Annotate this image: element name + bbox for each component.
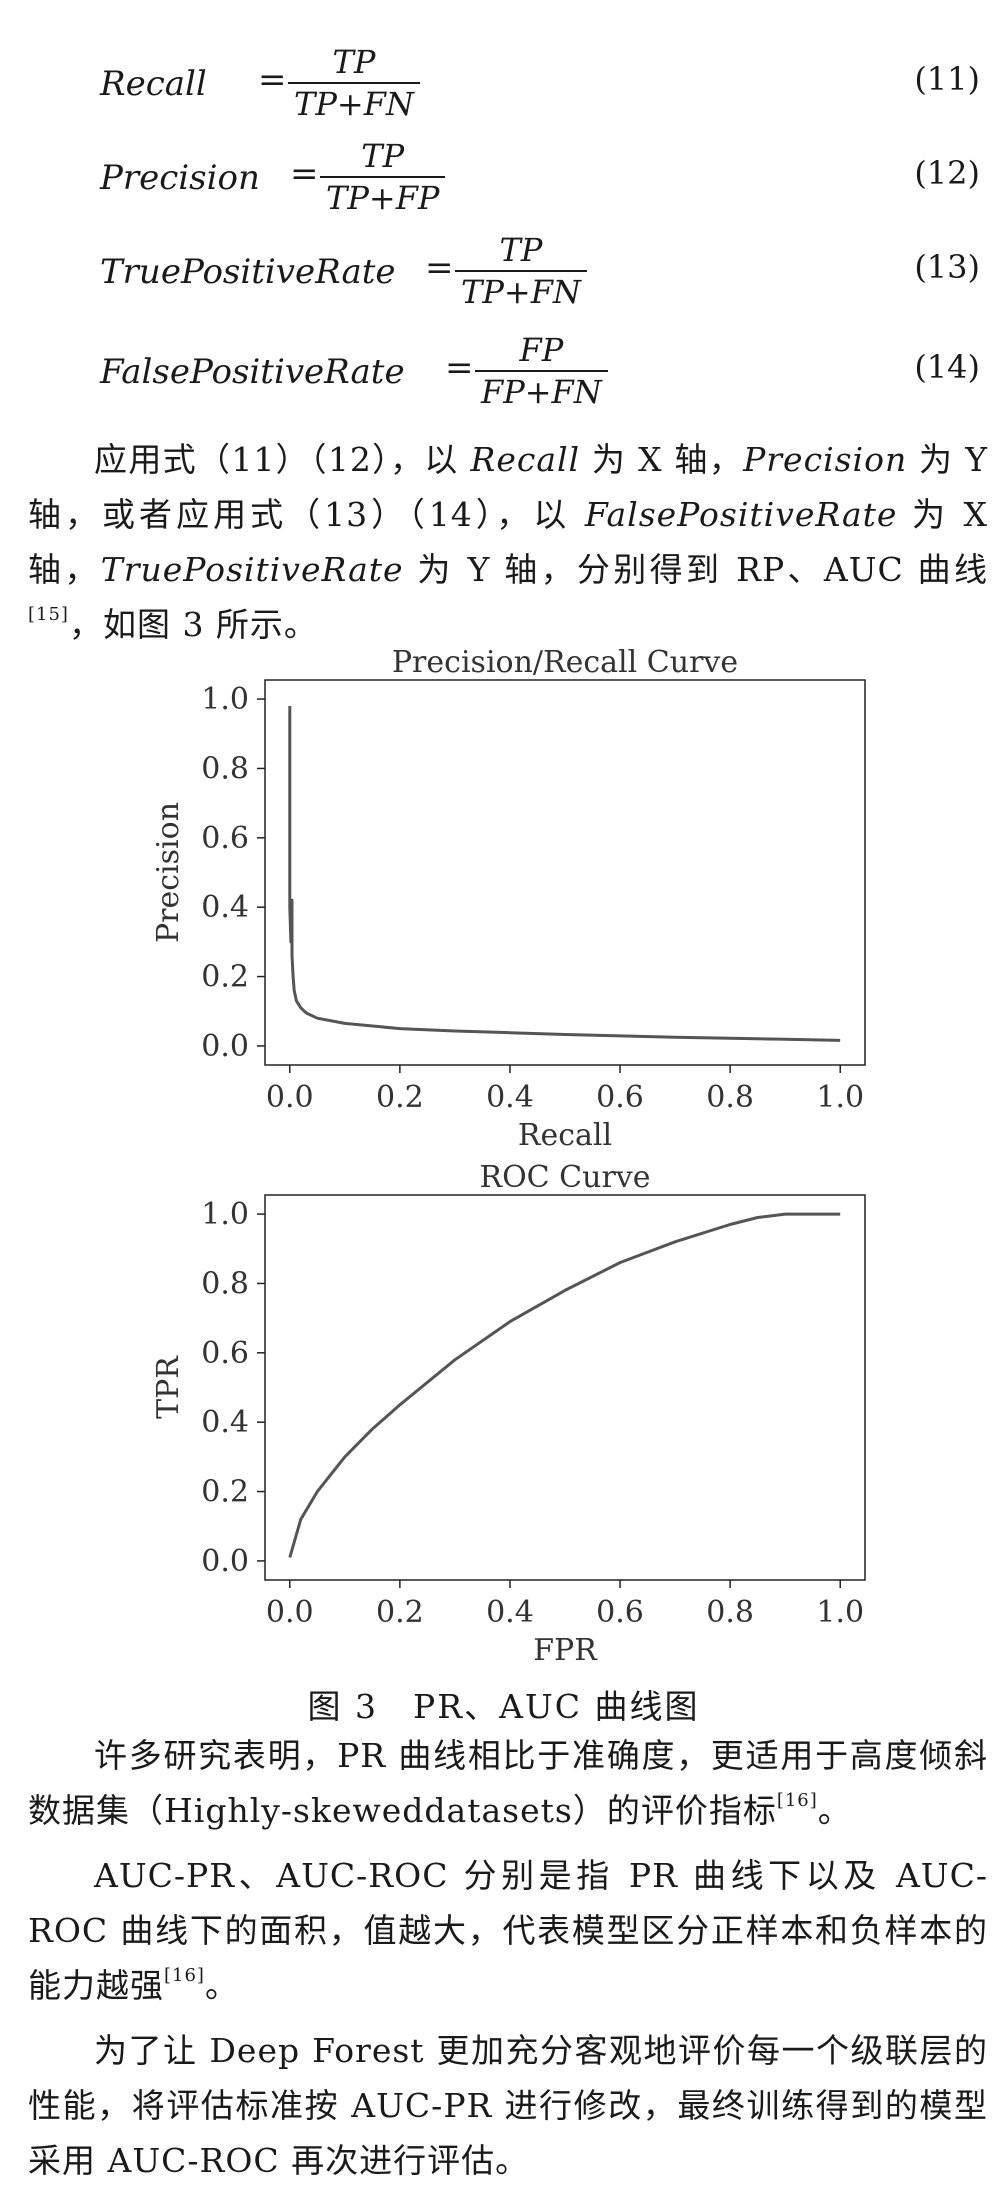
text: 为了让 Deep Forest 更加充分客观地评价每一个级联层的性能，将评估标准…	[28, 2031, 988, 2180]
x-tick-label: 0.6	[596, 1080, 644, 1115]
plot-frame	[264, 679, 866, 1066]
text: 为 X 轴，	[28, 495, 988, 589]
x-tick-label: 0.8	[706, 1595, 754, 1630]
numerator: TP	[499, 231, 543, 269]
numerator: TP	[332, 43, 376, 81]
x-tick-label: 1.0	[816, 1595, 864, 1630]
term-tpr: TruePositiveRate	[100, 550, 404, 589]
text: 为 Y 轴，或者应用式（13）（14），以	[28, 440, 988, 534]
equation-13: TruePositiveRate = TP TP+FN (13)	[100, 230, 980, 312]
chart-title: ROC Curve	[480, 1160, 651, 1195]
y-tick-label: 0.0	[201, 1029, 249, 1064]
fraction-bar	[288, 82, 420, 84]
fraction-bar	[475, 370, 608, 372]
text: 为 Y 轴，分别得到 RP、AUC 曲线	[403, 550, 988, 589]
body-paragraph-1: 应用式（11）（12），以 Recall 为 X 轴，Precision 为 Y…	[28, 432, 988, 652]
x-tick-label: 0.2	[376, 1080, 424, 1115]
figure-caption: 图 3 PR、AUC 曲线图	[307, 1687, 700, 1726]
x-axis-label: FPR	[533, 1633, 598, 1668]
roc-curve-chart: ROC Curve 0.0 0.2 0.4 0.6 0.8 1.0 0.0 0.2 0.4 0.6 0…	[151, 1160, 866, 1668]
denominator: FP+FN	[481, 373, 602, 411]
text: 应用式（11）（12），以	[94, 440, 471, 479]
x-axis-label: Recall	[518, 1118, 612, 1153]
numerator: FP	[519, 331, 564, 369]
text: 为 X 轴，	[580, 440, 744, 479]
denominator: TP+FP	[326, 179, 440, 217]
x-tick-label: 0.4	[486, 1080, 534, 1115]
equation-number: (14)	[914, 348, 980, 386]
text: 许多研究表明，PR 曲线相比于准确度，更适用于高度倾斜数据集（Highly-sk…	[28, 1736, 988, 1830]
equals-sign: =	[425, 248, 454, 288]
equation-number: (12)	[914, 154, 980, 192]
fraction: TP TP+FN	[455, 230, 587, 312]
x-tick-label: 0.0	[266, 1080, 314, 1115]
eq-lhs: Recall	[100, 64, 207, 104]
y-tick-label: 0.6	[201, 821, 249, 856]
text: 。	[817, 1791, 852, 1830]
pr-curve-figure: Precision/Recall Curve 0.0 0.2 0.4 0.6 0.8 1.0…	[0, 640, 1007, 1164]
citation-ref: [15]	[28, 604, 69, 625]
x-tick-label: 0.6	[596, 1595, 644, 1630]
equation-12: Precision = TP TP+FP (12)	[100, 136, 980, 218]
text: 。	[204, 1966, 239, 2005]
series-line	[288, 1212, 841, 1558]
y-tick-label: 0.2	[201, 1475, 249, 1510]
y-axis-label: TPR	[151, 1355, 186, 1419]
fraction: FP FP+FN	[475, 330, 608, 412]
equation-number: (11)	[914, 60, 980, 98]
y-tick-label: 0.2	[201, 960, 249, 995]
fraction-bar	[455, 270, 587, 272]
y-tick-label: 0.8	[201, 751, 249, 786]
fraction: TP TP+FP	[320, 136, 446, 218]
denominator: TP+FN	[461, 273, 581, 311]
plot-frame	[264, 1194, 866, 1581]
body-paragraph-2: 许多研究表明，PR 曲线相比于准确度，更适用于高度倾斜数据集（Highly-sk…	[28, 1728, 988, 1838]
eq-lhs: Precision	[100, 158, 260, 198]
y-tick-label: 0.4	[201, 1405, 249, 1440]
x-tick-label: 0.8	[706, 1080, 754, 1115]
y-tick-label: 0.8	[201, 1266, 249, 1301]
y-tick-label: 0.0	[201, 1544, 249, 1579]
y-tick-label: 0.6	[201, 1336, 249, 1371]
body-paragraph-3: AUC-PR、AUC-ROC 分别是指 PR 曲线下以及 AUC-ROC 曲线下…	[28, 1848, 988, 2013]
chart-title: Precision/Recall Curve	[392, 645, 738, 680]
body-paragraph-4: 为了让 Deep Forest 更加充分客观地评价每一个级联层的性能，将评估标准…	[28, 2023, 988, 2188]
fraction: TP TP+FN	[288, 42, 420, 124]
x-tick-label: 0.0	[266, 1595, 314, 1630]
roc-curve-figure: ROC Curve 0.0 0.2 0.4 0.6 0.8 1.0 0.0 0.2 0.4 0.6 0…	[0, 1155, 1007, 1679]
y-tick-label: 1.0	[201, 682, 249, 717]
equation-14: FalsePositiveRate = FP FP+FN (14)	[100, 330, 980, 412]
eq-lhs: FalsePositiveRate	[100, 352, 405, 392]
citation-ref: [16]	[776, 1790, 818, 1811]
term-recall: Recall	[470, 440, 581, 479]
y-axis-label: Precision	[151, 802, 186, 943]
text: AUC-PR、AUC-ROC 分别是指 PR 曲线下以及 AUC-ROC 曲线下…	[28, 1856, 988, 2005]
citation-ref: [16]	[164, 1965, 205, 1986]
term-fpr: FalsePositiveRate	[584, 495, 898, 534]
fraction-bar	[320, 176, 446, 178]
text: ，如图 3 所示。	[68, 605, 318, 644]
denominator: TP+FN	[294, 85, 414, 123]
equation-11: Recall = TP TP+FN (11)	[100, 42, 980, 124]
pr-curve-chart: Precision/Recall Curve 0.0 0.2 0.4 0.6 0.8 1.0…	[151, 645, 866, 1153]
x-tick-label: 0.4	[486, 1595, 534, 1630]
series-line	[288, 706, 841, 1042]
x-tick-label: 0.2	[376, 1595, 424, 1630]
y-tick-label: 1.0	[201, 1197, 249, 1232]
equals-sign: =	[290, 154, 319, 194]
y-tick-label: 0.4	[201, 890, 249, 925]
eq-lhs: TruePositiveRate	[100, 252, 396, 292]
equals-sign: =	[258, 60, 287, 100]
x-tick-label: 1.0	[816, 1080, 864, 1115]
numerator: TP	[361, 137, 405, 175]
term-precision: Precision	[743, 440, 908, 479]
equation-number: (13)	[914, 248, 980, 286]
equals-sign: =	[445, 348, 474, 388]
